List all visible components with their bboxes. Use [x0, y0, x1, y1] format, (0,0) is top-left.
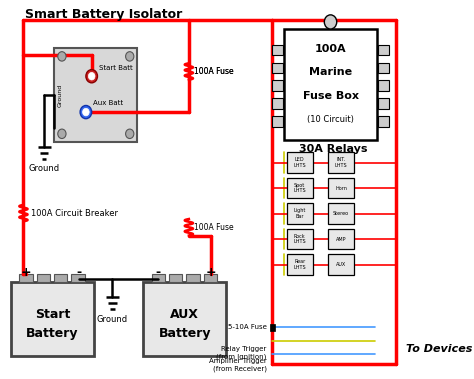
Bar — [273, 116, 283, 127]
Text: 100A: 100A — [315, 44, 346, 54]
Text: Rear
LHTS: Rear LHTS — [293, 259, 306, 270]
Bar — [204, 274, 217, 282]
Text: Smart Battery Isolator: Smart Battery Isolator — [26, 8, 182, 21]
Circle shape — [324, 15, 337, 29]
Bar — [273, 63, 283, 73]
Text: 100A Fuse: 100A Fuse — [194, 67, 234, 76]
Text: +: + — [20, 266, 31, 279]
Circle shape — [126, 129, 134, 138]
Text: Relay Trigger
(from Ignition): Relay Trigger (from Ignition) — [216, 346, 267, 360]
Bar — [378, 45, 389, 55]
Circle shape — [86, 70, 98, 83]
Text: Light
Bar: Light Bar — [293, 208, 306, 219]
Bar — [328, 203, 354, 224]
Text: LED
LHTS: LED LHTS — [293, 157, 306, 168]
Text: -: - — [76, 266, 82, 279]
Text: Amplifier Trigger
(from Receiver): Amplifier Trigger (from Receiver) — [209, 359, 267, 372]
Bar — [273, 45, 283, 55]
Bar — [72, 274, 85, 282]
Text: +: + — [206, 266, 217, 279]
Bar — [287, 178, 312, 199]
Bar — [328, 254, 354, 275]
Text: Spot
LHTS: Spot LHTS — [293, 183, 306, 194]
Text: 100A Fuse: 100A Fuse — [194, 67, 234, 76]
Bar — [328, 152, 354, 173]
Text: 100A Fuse: 100A Fuse — [194, 223, 234, 232]
Bar — [287, 254, 312, 275]
Bar — [36, 274, 50, 282]
Text: Ground: Ground — [28, 164, 60, 172]
Text: To Devices: To Devices — [406, 344, 473, 354]
Bar — [273, 80, 283, 91]
Bar — [378, 80, 389, 91]
Text: -: - — [155, 266, 161, 279]
Bar — [284, 29, 377, 140]
Text: Battery: Battery — [158, 327, 211, 340]
Circle shape — [58, 129, 66, 138]
Bar — [55, 48, 137, 142]
Bar — [378, 99, 389, 109]
Text: AUX: AUX — [336, 262, 346, 267]
Text: Ground: Ground — [57, 83, 63, 107]
Bar — [186, 274, 200, 282]
Bar — [273, 99, 283, 109]
Text: AUX: AUX — [170, 308, 199, 321]
Circle shape — [88, 72, 95, 80]
Text: Fuse Box: Fuse Box — [302, 91, 358, 101]
Text: Stereo: Stereo — [333, 211, 349, 216]
Bar — [287, 203, 312, 224]
Bar — [378, 116, 389, 127]
Bar — [287, 229, 312, 249]
Bar — [54, 274, 67, 282]
Bar — [19, 274, 33, 282]
Bar — [152, 274, 165, 282]
Text: 30A Relays: 30A Relays — [300, 144, 368, 154]
Text: 5-10A Fuse: 5-10A Fuse — [228, 324, 267, 330]
Text: AMP: AMP — [336, 236, 346, 241]
Text: Battery: Battery — [26, 327, 79, 340]
Text: Rock
LHTS: Rock LHTS — [293, 234, 306, 244]
Text: Horn: Horn — [335, 186, 347, 191]
Bar — [328, 229, 354, 249]
Bar — [328, 178, 354, 199]
Bar — [270, 324, 275, 330]
Bar — [287, 152, 312, 173]
Circle shape — [82, 108, 89, 116]
Text: 100A Circuit Breaker: 100A Circuit Breaker — [31, 208, 118, 218]
Bar — [143, 282, 226, 356]
Circle shape — [58, 52, 66, 61]
Circle shape — [126, 52, 134, 61]
Text: Ground: Ground — [97, 315, 128, 324]
Text: Start Batt: Start Batt — [99, 64, 133, 70]
Text: INT.
LHTS: INT. LHTS — [335, 157, 347, 168]
Text: Start: Start — [35, 308, 70, 321]
Bar — [11, 282, 94, 356]
Circle shape — [80, 105, 91, 119]
Bar — [378, 63, 389, 73]
Bar — [169, 274, 182, 282]
Text: (10 Circuit): (10 Circuit) — [307, 115, 354, 124]
Text: Marine: Marine — [309, 67, 352, 77]
Text: Aux Batt: Aux Batt — [93, 100, 123, 106]
